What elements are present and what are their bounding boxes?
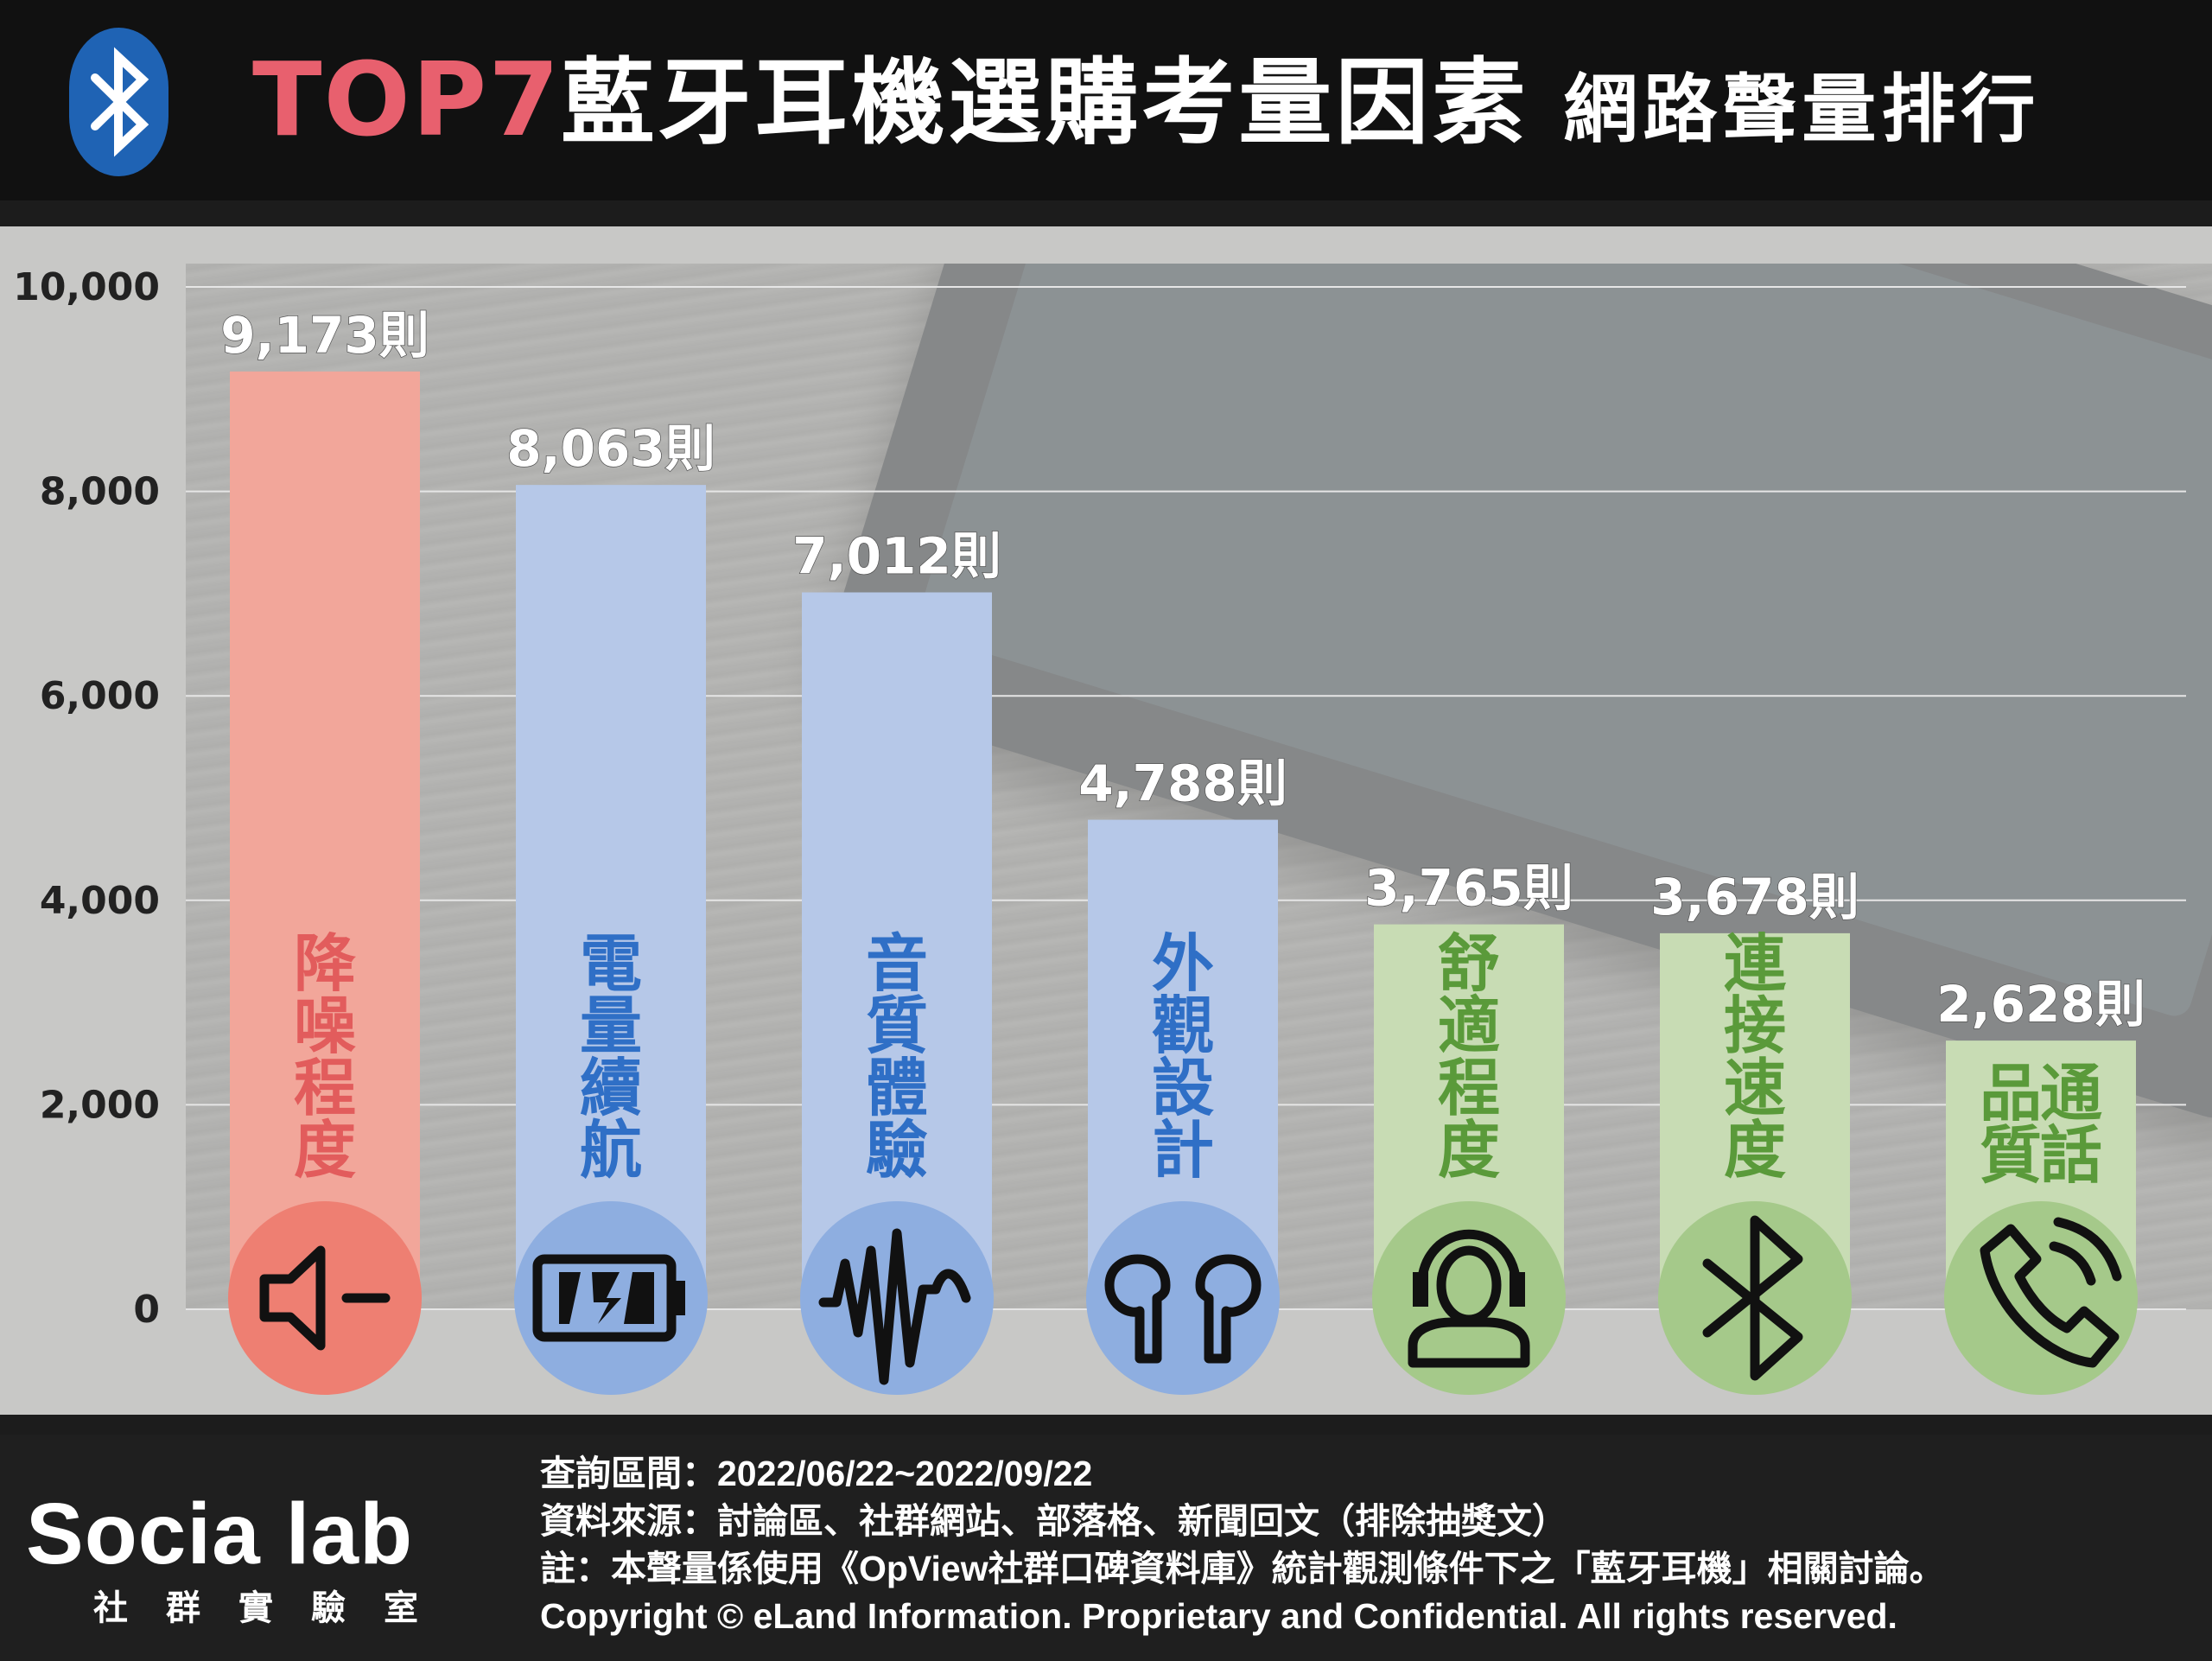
bar xyxy=(230,371,420,1309)
logo-subtitle: 社群實驗室 xyxy=(93,1588,456,1628)
bluetooth-icon xyxy=(1658,1201,1852,1395)
sound-wave-icon xyxy=(800,1201,994,1395)
bar xyxy=(802,592,992,1309)
socialab-logo: Socia lab 社群實驗室 xyxy=(26,1485,510,1628)
y-tick-label: 8,000 xyxy=(40,470,160,514)
note-period: 查詢區間：2022/06/22~2022/09/22 xyxy=(540,1454,1093,1493)
category-label: 外觀設計 xyxy=(1152,927,1214,1187)
title-main: 藍牙耳機選購考量因素 xyxy=(561,49,1529,157)
footer-notes: 查詢區間：2022/06/22~2022/09/22 資料來源：討論區、社群網站… xyxy=(540,1450,1945,1640)
category-label: 連接速度 xyxy=(1724,927,1787,1187)
y-tick-label: 2,000 xyxy=(40,1083,160,1127)
bluetooth-icon xyxy=(69,28,168,176)
data-label: 2,628則 xyxy=(1936,975,2145,1034)
category-label: 舒適程度 xyxy=(1438,927,1500,1187)
note-remark: 註：本聲量係使用《OpView社群口碑資料庫》統計觀測條件下之「藍牙耳機」相關討… xyxy=(540,1549,1945,1588)
title-accent: TOP7 xyxy=(252,40,562,159)
data-label: 3,678則 xyxy=(1650,868,1859,926)
headset-person-icon xyxy=(1372,1201,1566,1395)
data-label: 9,173則 xyxy=(220,306,429,365)
data-label: 3,765則 xyxy=(1364,859,1573,918)
footer-bar xyxy=(0,1435,2212,1661)
data-label: 7,012則 xyxy=(792,526,1001,585)
category-label: 音質體驗 xyxy=(866,927,928,1187)
y-tick-label: 4,000 xyxy=(40,879,160,923)
category-label: 品質通話 xyxy=(1980,1057,2102,1192)
logo-word: Socia lab xyxy=(26,1486,414,1582)
header-bar: TOP7藍牙耳機選購考量因素 網路聲量排行 xyxy=(0,0,2212,200)
page-title: TOP7藍牙耳機選購考量因素 網路聲量排行 xyxy=(252,40,2041,159)
note-copyright: Copyright © eLand Information. Proprieta… xyxy=(540,1596,1897,1636)
data-label: 4,788則 xyxy=(1078,754,1287,813)
phone-call-icon xyxy=(1944,1201,2138,1395)
battery-icon xyxy=(514,1201,708,1395)
bar xyxy=(516,485,706,1309)
speaker-icon xyxy=(228,1201,422,1395)
y-tick-label: 0 xyxy=(133,1288,160,1332)
y-tick-label: 6,000 xyxy=(40,674,160,718)
y-tick-label: 10,000 xyxy=(13,265,160,309)
earbuds-icon xyxy=(1086,1201,1280,1395)
data-label: 8,063則 xyxy=(506,419,715,478)
note-source: 資料來源：討論區、社群網站、部落格、新聞回文（排除抽獎文） xyxy=(540,1501,1567,1541)
category-label: 降噪程度 xyxy=(294,927,356,1187)
category-label: 電量續航 xyxy=(580,927,642,1187)
title-sub: 網路聲量排行 xyxy=(1563,67,2041,153)
